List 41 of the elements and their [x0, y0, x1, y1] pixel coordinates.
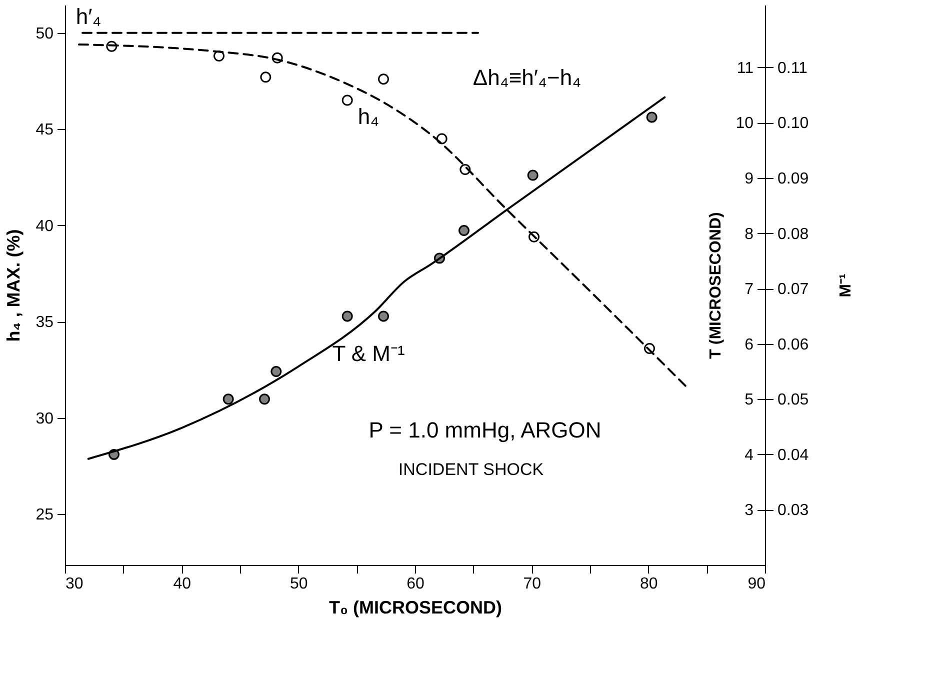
- y-tick-label: 30: [36, 410, 54, 428]
- y-tick-label: 35: [36, 314, 54, 332]
- y-axis-title: h₄ , MAX. (%): [4, 229, 24, 342]
- y3-tick-label: 0.04: [778, 446, 809, 464]
- series-label: h′₄: [76, 4, 102, 29]
- y3-tick-label: 0.07: [778, 281, 809, 298]
- x-tick-label: 30: [66, 576, 84, 592]
- y3-tick-label: 0.08: [778, 226, 809, 243]
- y3-tick-label: 0.10: [778, 115, 809, 132]
- y3-tick-label: 0.11: [778, 60, 808, 77]
- x-tick-label: 50: [290, 576, 308, 592]
- x-tick-label: 40: [173, 576, 192, 592]
- y2-axis-title: T (MICROSECOND): [708, 212, 725, 359]
- annotation: P = 1.0 mmHg, ARGON: [368, 418, 602, 443]
- x-tick-label: 80: [640, 576, 658, 592]
- x-tick-label: 60: [406, 576, 424, 592]
- y3-tick-label: 0.06: [778, 336, 809, 354]
- y-tick-label: 50: [36, 25, 54, 42]
- y3-tick-label: 0.09: [778, 170, 809, 188]
- series-label: T & M⁻¹: [332, 341, 405, 366]
- y2-tick-label: 11: [736, 60, 754, 77]
- y2-tick-label: 3: [744, 502, 754, 520]
- y2-tick-label: 5: [744, 392, 754, 409]
- y2-tick-label: 6: [744, 336, 754, 354]
- y-tick-label: 25: [36, 506, 54, 524]
- y2-tick-label: 10: [736, 115, 754, 132]
- y2-tick-label: 9: [744, 170, 754, 188]
- y3-tick-label: 0.05: [778, 392, 809, 409]
- x-tick-label: 70: [523, 576, 542, 592]
- y2-tick-label: 8: [744, 226, 754, 243]
- x-tick-label: 90: [748, 576, 766, 592]
- y2-tick-label: 4: [744, 446, 754, 464]
- annotation: Δh₄≡h′₄−h₄: [472, 64, 582, 90]
- x-axis-title: T₀ (MICROSECOND): [328, 598, 502, 618]
- y3-tick-label: 0.03: [778, 502, 809, 520]
- annotation: INCIDENT SHOCK: [398, 460, 544, 479]
- y-tick-label: 45: [36, 122, 54, 139]
- y-tick-label: 40: [36, 218, 54, 235]
- series-label: h₄: [358, 104, 380, 130]
- y3-axis-title: M⁻¹: [838, 274, 855, 298]
- y2-tick-label: 7: [744, 281, 754, 298]
